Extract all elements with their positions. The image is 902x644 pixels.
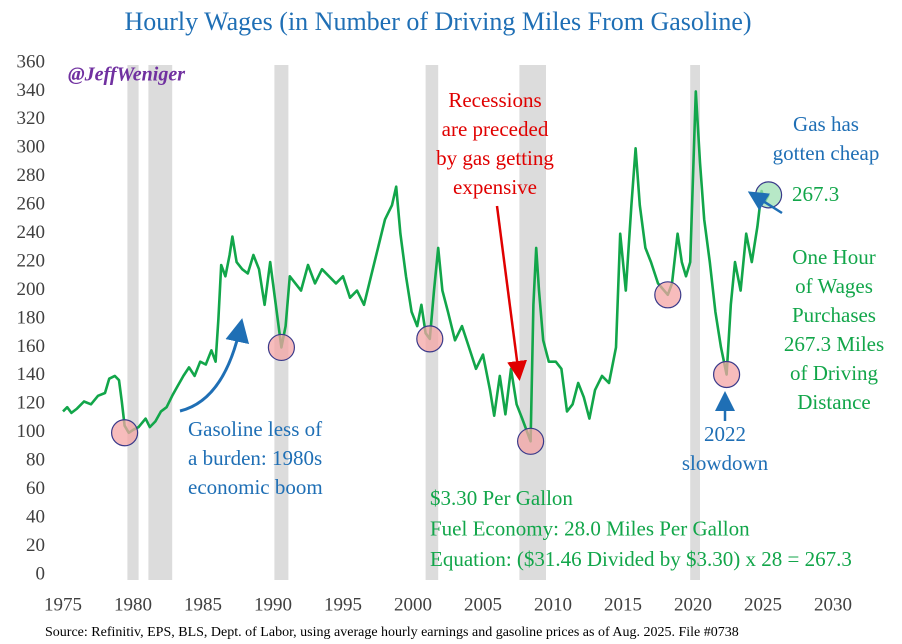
x-tick-label: 2025 (744, 594, 782, 615)
y-tick-label: 100 (17, 421, 46, 442)
highlight-circle (416, 325, 444, 353)
y-tick-label: 180 (17, 307, 46, 328)
y-tick-label: 340 (17, 80, 46, 101)
y-tick-label: 240 (17, 222, 46, 243)
y-tick-label: 120 (17, 393, 46, 414)
y-tick-label: 220 (17, 250, 46, 271)
x-tick-label: 1995 (324, 594, 362, 615)
y-tick-label: 200 (17, 279, 46, 300)
annotation: by gas getting (436, 146, 554, 170)
y-tick-label: 260 (17, 194, 46, 215)
highlight-circle (654, 281, 682, 309)
x-tick-label: 2030 (814, 594, 852, 615)
x-tick-label: 2015 (604, 594, 642, 615)
annotation: slowdown (682, 451, 769, 475)
y-tick-label: 20 (26, 535, 45, 556)
annotation: Distance (797, 390, 870, 414)
annotation: gotten cheap (773, 141, 880, 165)
annotation: Recessions (448, 88, 541, 112)
y-tick-label: 160 (17, 336, 46, 357)
annotation: Gasoline less of (188, 417, 322, 441)
y-tick-label: 140 (17, 364, 46, 385)
arrow (179, 318, 250, 413)
y-tick-label: 280 (17, 165, 46, 186)
annotation: are preceded (442, 117, 549, 141)
highlight-circle (516, 427, 545, 455)
annotation: Equation: ($31.46 Divided by $3.30) x 28… (430, 547, 852, 571)
handle: @JeffWeniger (68, 64, 185, 86)
y-tick-label: 300 (17, 137, 46, 158)
y-tick-label: 360 (17, 51, 46, 72)
annotation: One Hour (792, 245, 875, 269)
y-tick-label: 0 (36, 563, 46, 584)
chart-title: Hourly Wages (in Number of Driving Miles… (124, 7, 751, 36)
recession-band (690, 65, 700, 580)
recession-band (127, 65, 139, 580)
arrow (747, 191, 783, 215)
x-tick-label: 1990 (254, 594, 292, 615)
recession-band (274, 65, 289, 580)
annotation: of Wages (795, 274, 873, 298)
highlight-circle (110, 419, 139, 447)
y-tick-label: 80 (26, 450, 45, 471)
annotation: Gas has (793, 112, 859, 136)
y-tick-label: 40 (26, 506, 45, 527)
annotation: $3.30 Per Gallon (430, 486, 573, 510)
annotation: Purchases (792, 303, 876, 327)
highlight-circle (267, 333, 295, 362)
recession-band (148, 65, 173, 580)
x-tick-label: 2010 (534, 594, 572, 615)
x-tick-label: 1985 (184, 594, 222, 615)
annotation: 2022 (704, 422, 746, 446)
arrow (495, 205, 527, 381)
x-tick-label: 1980 (114, 594, 152, 615)
x-tick-label: 2020 (674, 594, 712, 615)
highlight-circle (712, 360, 741, 389)
y-tick-label: 60 (26, 478, 45, 499)
annotation: economic boom (188, 475, 323, 499)
x-tick-label: 2000 (394, 594, 432, 615)
annotation: 267.3 Miles (784, 332, 884, 356)
annotation: expensive (453, 175, 537, 199)
x-tick-label: 1975 (44, 594, 82, 615)
annotation: Fuel Economy: 28.0 Miles Per Gallon (430, 516, 750, 540)
annotation: a burden: 1980s (188, 446, 322, 470)
annotation: of Driving (790, 361, 879, 385)
x-tick-label: 2005 (464, 594, 502, 615)
y-tick-label: 320 (17, 108, 46, 129)
annotation: 267.3 (792, 182, 839, 206)
source: Source: Refinitiv, EPS, BLS, Dept. of La… (45, 625, 739, 640)
